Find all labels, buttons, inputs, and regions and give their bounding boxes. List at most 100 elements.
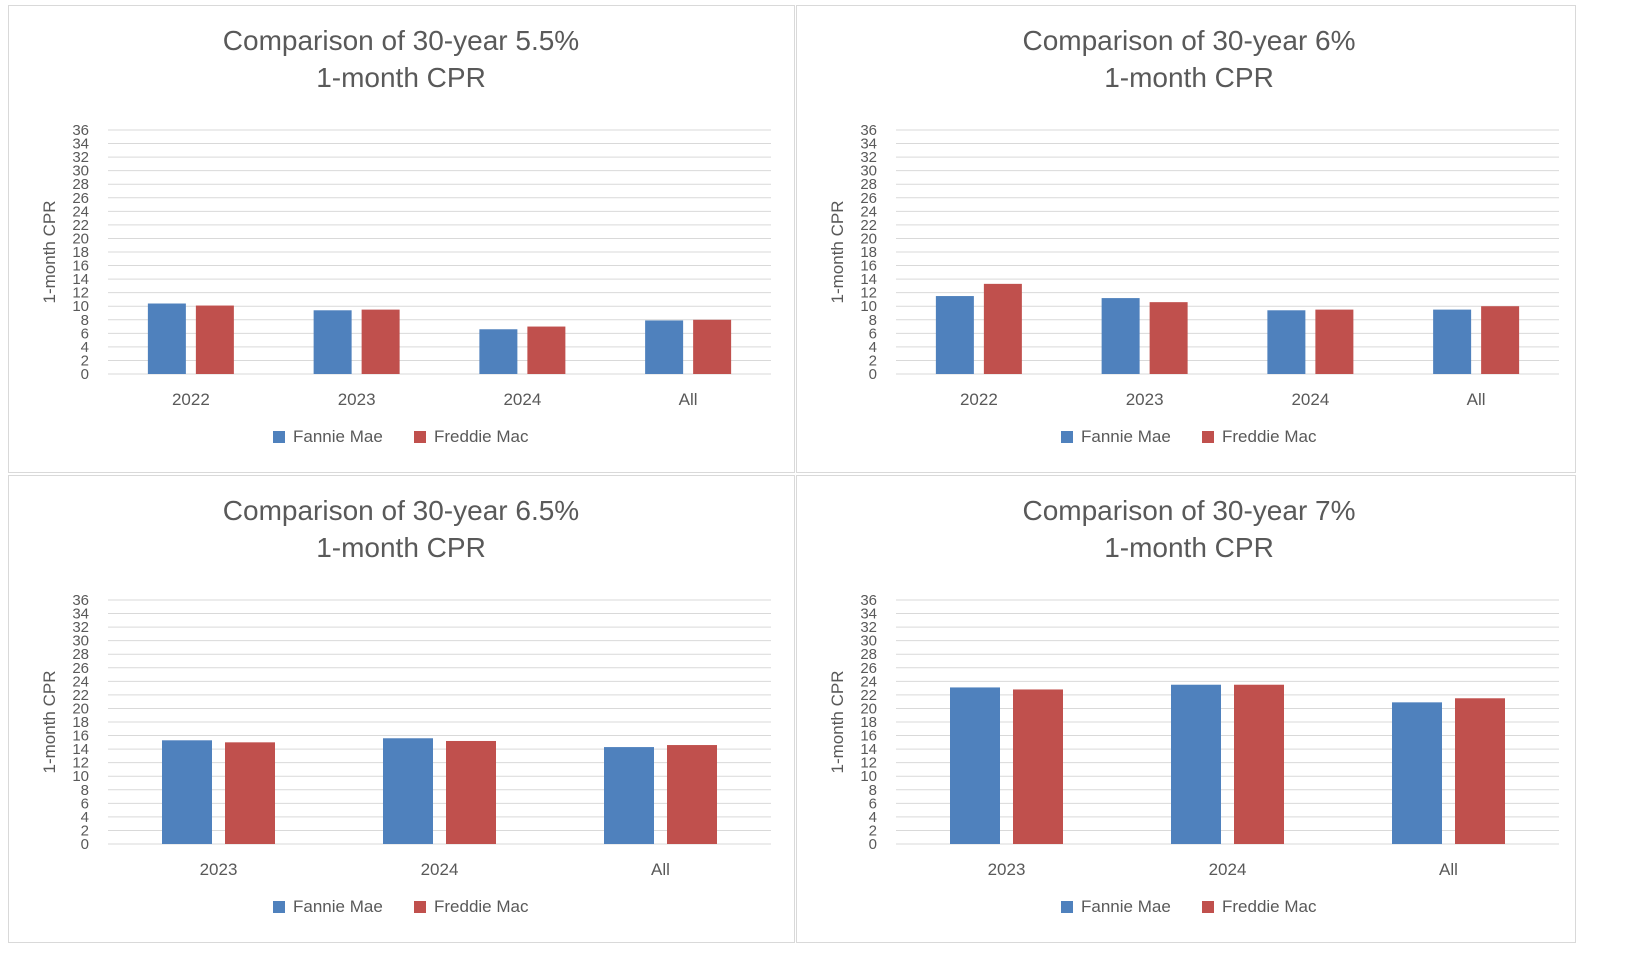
x-category-label: 2022 (960, 390, 998, 409)
y-tick-label: 34 (860, 606, 877, 623)
y-tick-label: 4 (81, 809, 89, 826)
y-tick-label: 14 (72, 271, 89, 288)
y-tick-label: 16 (72, 728, 89, 745)
chart-panel-7: Comparison of 30-year 7% 1-month CPR 0 2 4 6 8… (796, 475, 1576, 943)
y-tick-label: 0 (869, 836, 877, 853)
y-tick-label: 16 (860, 728, 877, 745)
legend-label-fannie-mae: Fannie Mae (293, 897, 383, 916)
y-tick-label: 26 (860, 660, 877, 677)
y-axis-title: 1-month CPR (40, 671, 59, 774)
legend-label-fannie-mae: Fannie Mae (293, 427, 383, 446)
bar-freddie-mac (1315, 309, 1354, 374)
y-tick-label: 10 (72, 298, 89, 315)
bar-freddie-mac (983, 283, 1022, 374)
y-tick-label: 24 (72, 673, 89, 690)
y-tick-label: 36 (72, 592, 89, 609)
y-axis-title: 1-month CPR (828, 671, 847, 774)
legend-swatch-fannie-mae (273, 431, 285, 443)
chart-subtitle: 1-month CPR (316, 62, 486, 93)
y-tick-label: 12 (860, 285, 877, 302)
x-category-label: 2024 (421, 860, 459, 879)
y-tick-label: 20 (860, 700, 877, 717)
y-axis-title: 1-month CPR (828, 201, 847, 304)
bar-freddie-mac (693, 319, 732, 374)
bar-freddie-mac (225, 742, 275, 844)
bar-fannie-mae (162, 740, 212, 844)
y-tick-label: 34 (860, 136, 877, 153)
y-tick-label: 8 (869, 312, 877, 329)
y-tick-label: 8 (81, 312, 89, 329)
y-tick-label: 36 (72, 122, 89, 139)
legend-swatch-freddie-mac (1202, 431, 1214, 443)
y-tick-label: 0 (81, 366, 89, 383)
y-tick-label: 4 (869, 339, 877, 356)
y-tick-label: 36 (860, 122, 877, 139)
y-tick-label: 4 (869, 809, 877, 826)
y-tick-label: 18 (860, 244, 877, 261)
y-tick-label: 28 (860, 646, 877, 663)
x-category-label: 2024 (1291, 390, 1329, 409)
y-tick-label: 36 (860, 592, 877, 609)
x-category-label: 2023 (1126, 390, 1164, 409)
y-tick-label: 2 (81, 822, 89, 839)
y-tick-label: 8 (81, 782, 89, 799)
y-tick-label: 20 (72, 700, 89, 717)
bar-fannie-mae (1392, 702, 1442, 844)
bar-fannie-mae (383, 738, 433, 844)
legend-swatch-freddie-mac (1202, 901, 1214, 913)
y-tick-label: 16 (860, 258, 877, 275)
chart-title: Comparison of 30-year 6.5% (223, 495, 579, 526)
y-tick-label: 14 (860, 271, 877, 288)
bar-fannie-mae (645, 320, 684, 374)
x-category-label: 2024 (503, 390, 541, 409)
x-category-label: All (651, 860, 670, 879)
y-tick-label: 26 (72, 660, 89, 677)
y-tick-label: 26 (860, 190, 877, 207)
bar-fannie-mae (1433, 309, 1472, 374)
bar-fannie-mae (1267, 310, 1306, 374)
y-tick-label: 28 (72, 176, 89, 193)
legend-label-fannie-mae: Fannie Mae (1081, 427, 1171, 446)
x-category-label: 2023 (200, 860, 238, 879)
y-tick-label: 30 (72, 163, 89, 180)
x-category-label: 2024 (1209, 860, 1247, 879)
y-axis-title: 1-month CPR (40, 201, 59, 304)
y-tick-label: 8 (869, 782, 877, 799)
y-tick-label: 2 (869, 352, 877, 369)
bar-freddie-mac (1149, 302, 1188, 374)
y-tick-label: 28 (72, 646, 89, 663)
bar-fannie-mae (479, 329, 518, 374)
legend-swatch-freddie-mac (414, 901, 426, 913)
y-tick-label: 2 (81, 352, 89, 369)
y-tick-label: 30 (860, 163, 877, 180)
bar-freddie-mac (361, 309, 400, 374)
y-tick-label: 30 (72, 633, 89, 650)
chart-svg: Comparison of 30-year 6.5%1-month CPR024… (40, 495, 771, 916)
y-tick-label: 14 (72, 741, 89, 758)
y-tick-label: 16 (72, 258, 89, 275)
y-tick-label: 0 (81, 836, 89, 853)
bar-freddie-mac (1013, 689, 1063, 844)
y-tick-label: 26 (72, 190, 89, 207)
legend-label-freddie-mac: Freddie Mac (1222, 897, 1317, 916)
y-tick-label: 12 (72, 285, 89, 302)
bar-fannie-mae (147, 303, 186, 374)
bar-fannie-mae (935, 296, 974, 374)
legend-label-fannie-mae: Fannie Mae (1081, 897, 1171, 916)
y-tick-label: 12 (860, 755, 877, 772)
legend-label-freddie-mac: Freddie Mac (434, 427, 529, 446)
bar-freddie-mac (527, 326, 566, 374)
y-tick-label: 4 (81, 339, 89, 356)
y-tick-label: 0 (869, 366, 877, 383)
y-tick-label: 32 (72, 619, 89, 636)
y-tick-label: 10 (860, 768, 877, 785)
y-tick-label: 18 (860, 714, 877, 731)
y-tick-label: 22 (72, 217, 89, 234)
y-tick-label: 24 (860, 203, 877, 220)
bar-fannie-mae (604, 747, 654, 844)
y-tick-label: 14 (860, 741, 877, 758)
bar-freddie-mac (446, 740, 496, 844)
y-tick-label: 22 (860, 217, 877, 234)
y-tick-label: 32 (860, 619, 877, 636)
chart-title: Comparison of 30-year 6% (1022, 25, 1355, 56)
